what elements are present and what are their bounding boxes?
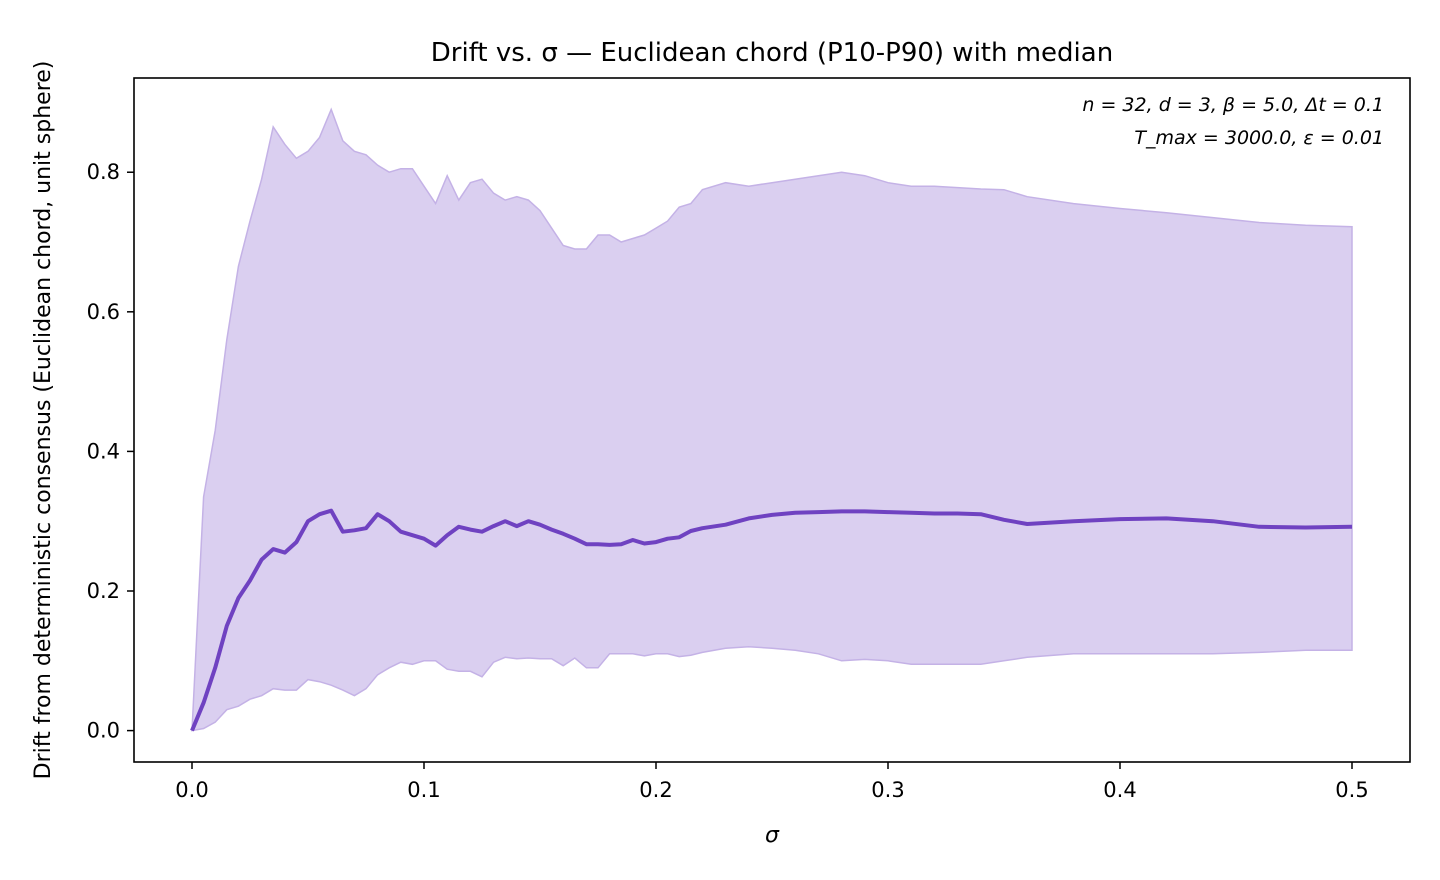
x-tick-label: 0.3 (871, 778, 904, 802)
x-axis: 0.0 0.1 0.2 0.3 0.4 0.5 (175, 762, 1369, 802)
y-tick-label: 0.2 (87, 579, 120, 603)
x-tick-label: 0.5 (1335, 778, 1368, 802)
x-tick-label: 0.1 (407, 778, 440, 802)
y-tick-label: 0.8 (87, 160, 120, 184)
x-tick-label: 0.2 (639, 778, 672, 802)
x-tick-label: 0.0 (175, 778, 208, 802)
y-axis-label: Drift from deterministic consensus (Eucl… (31, 61, 56, 780)
x-axis-label: σ (765, 823, 780, 848)
plot-area (190, 107, 1353, 732)
p10-p90-band (191, 107, 1353, 732)
y-tick-label: 0.6 (87, 300, 120, 324)
y-tick-label: 0.4 (87, 439, 120, 463)
chart-title: Drift vs. σ — Euclidean chord (P10-P90) … (431, 38, 1113, 68)
median-line (190, 508, 1353, 732)
y-axis: 0.0 0.2 0.4 0.6 0.8 (87, 160, 134, 743)
x-tick-label: 0.4 (1103, 778, 1136, 802)
parameter-annotation-line-2: T_max = 3000.0, ε = 0.01 (1134, 127, 1384, 149)
parameter-annotation-line-1: n = 32, d = 3, β = 5.0, Δt = 0.1 (1082, 94, 1384, 116)
plot-frame (133, 77, 1411, 763)
y-tick-label: 0.0 (87, 719, 120, 743)
